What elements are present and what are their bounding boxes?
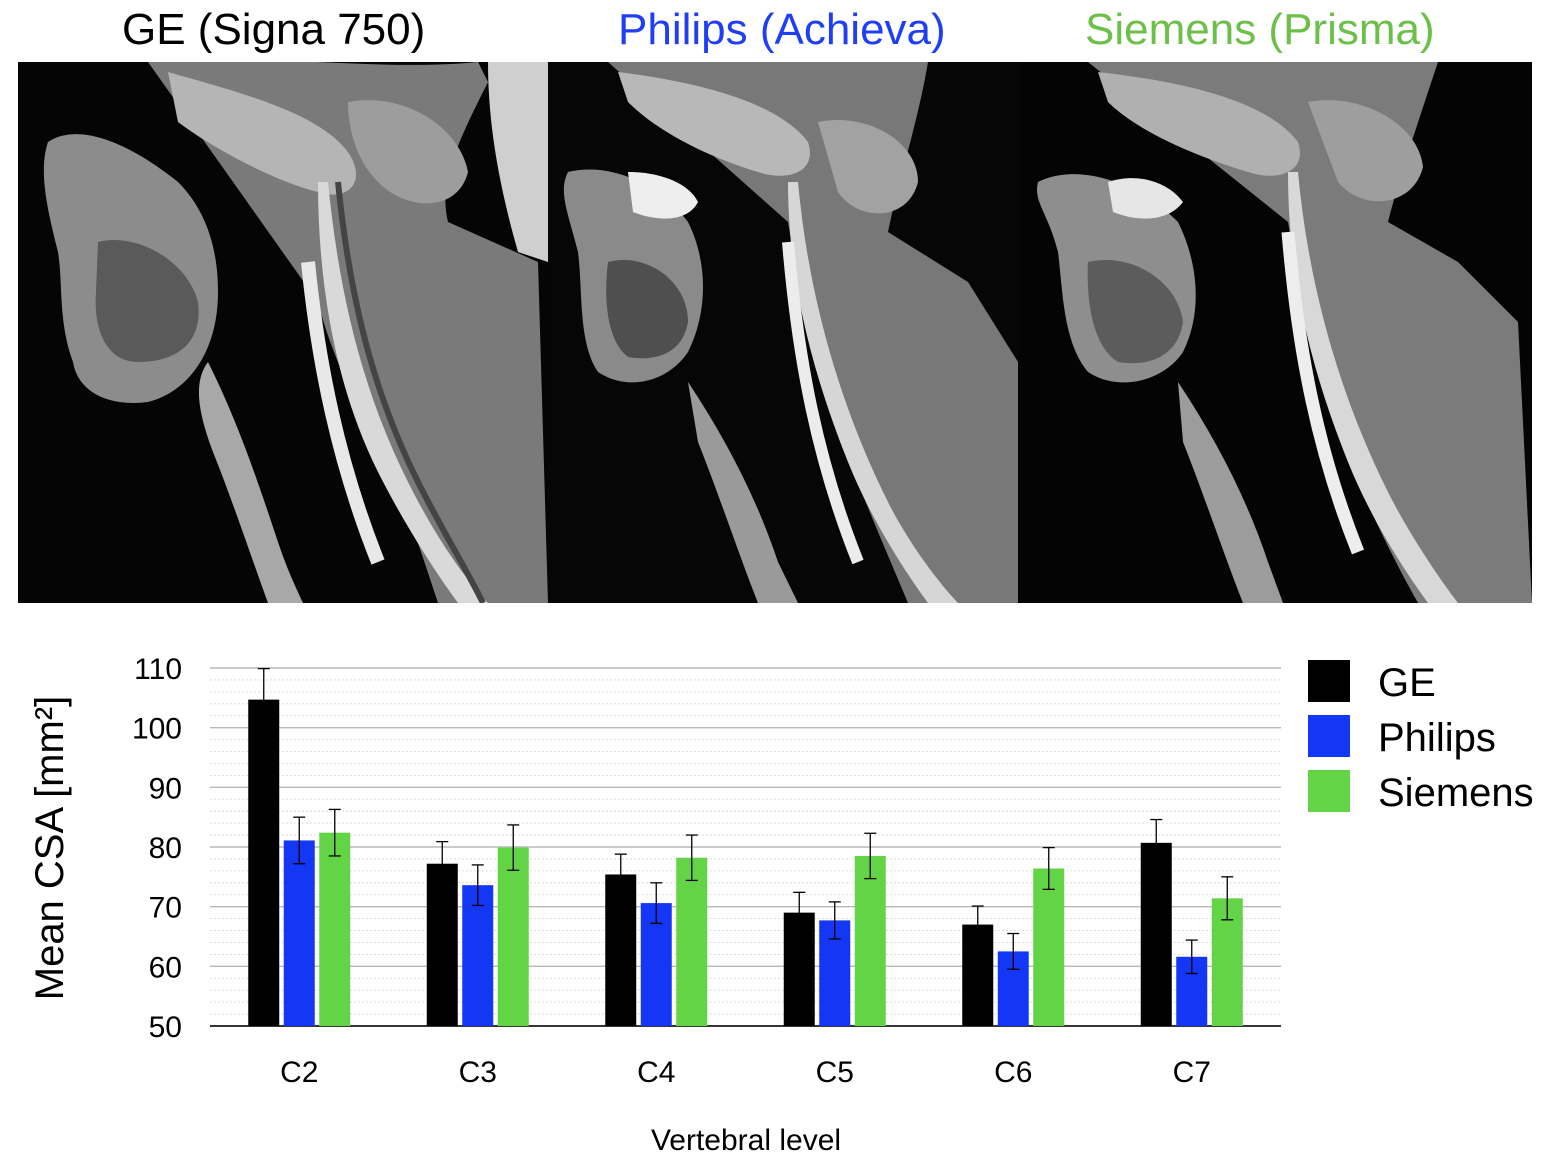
bar-philips-c3 bbox=[462, 885, 494, 1026]
bar-ge-c7 bbox=[1140, 842, 1172, 1026]
bar-siemens-c5 bbox=[854, 855, 886, 1026]
bar-siemens-c3 bbox=[497, 847, 529, 1026]
legend-label-siemens: Siemens bbox=[1378, 771, 1534, 815]
y-tick-label: 90 bbox=[149, 772, 182, 805]
legend-label-ge: GE bbox=[1378, 661, 1436, 705]
y-tick-label: 100 bbox=[132, 713, 182, 746]
y-tick-label: 110 bbox=[134, 653, 182, 686]
bar-ge-c2 bbox=[248, 699, 280, 1026]
bar-philips-c2 bbox=[283, 840, 315, 1026]
x-tick-label: C5 bbox=[816, 1056, 854, 1089]
x-axis-ticks: C2 C3 C4 C5 C6 C7 bbox=[280, 1056, 1211, 1089]
y-tick-label: 60 bbox=[149, 951, 182, 984]
philips-mri-image bbox=[548, 62, 1018, 603]
siemens-panel-title: Siemens (Prisma) bbox=[1085, 5, 1435, 54]
ge-mri-image bbox=[18, 62, 548, 603]
bar-siemens-c6 bbox=[1033, 868, 1065, 1026]
y-tick-label: 70 bbox=[149, 892, 182, 925]
y-tick-label: 80 bbox=[149, 832, 182, 865]
legend-swatch-philips bbox=[1308, 715, 1350, 757]
x-tick-label: C2 bbox=[280, 1056, 318, 1089]
bar-siemens-c2 bbox=[319, 832, 351, 1026]
bars bbox=[248, 667, 1243, 1026]
philips-panel-title: Philips (Achieva) bbox=[618, 5, 946, 54]
x-tick-label: C7 bbox=[1173, 1056, 1211, 1089]
bar-ge-c3 bbox=[426, 863, 458, 1026]
legend-swatch-siemens bbox=[1308, 770, 1350, 812]
bar-siemens-c4 bbox=[676, 857, 708, 1026]
ge-panel-title: GE (Signa 750) bbox=[122, 5, 426, 54]
gridlines bbox=[210, 667, 1281, 1027]
y-axis-title: Mean CSA [mm²] bbox=[28, 696, 72, 1001]
y-tick-label: 50 bbox=[149, 1011, 182, 1044]
legend-label-philips: Philips bbox=[1378, 716, 1496, 760]
x-tick-label: C3 bbox=[459, 1056, 497, 1089]
legend: GE Philips Siemens bbox=[1308, 660, 1534, 815]
x-tick-label: C4 bbox=[637, 1056, 675, 1089]
legend-swatch-ge bbox=[1308, 660, 1350, 702]
x-tick-label: C6 bbox=[994, 1056, 1032, 1089]
bar-ge-c4 bbox=[605, 874, 637, 1026]
x-axis-title: Vertebral level bbox=[651, 1124, 841, 1157]
siemens-mri-image bbox=[1018, 62, 1532, 603]
y-axis-ticks: 50 60 70 80 90 100 110 bbox=[132, 653, 182, 1044]
csa-bar-chart: 50 60 70 80 90 100 110 C2 C3 C4 C5 C6 C7 Mean CSA [… bbox=[28, 653, 1534, 1157]
